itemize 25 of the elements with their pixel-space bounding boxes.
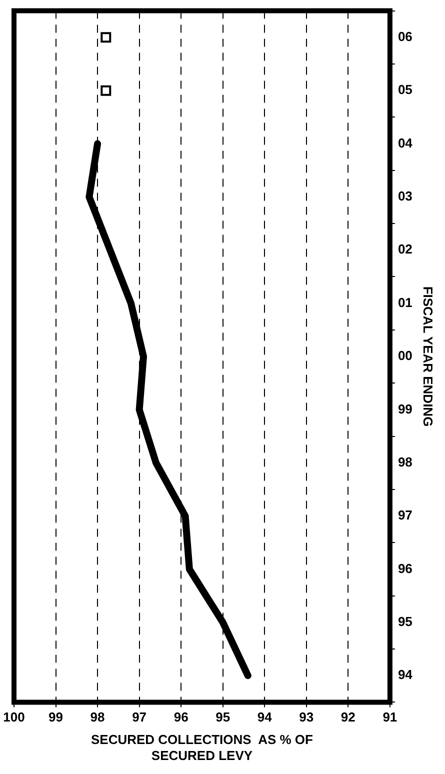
x-tick-label: 99 — [48, 710, 64, 725]
y-tick-label: 02 — [398, 242, 412, 257]
x-tick-label: 98 — [90, 710, 105, 725]
y-tick-label: 06 — [398, 28, 412, 44]
x-tick-label: 100 — [3, 710, 25, 725]
y-tick-label: 95 — [398, 614, 412, 629]
y-tick-label: 01 — [398, 294, 412, 310]
y-axis-title: FISCAL YEAR ENDING — [420, 286, 436, 427]
x-tick-label: 92 — [340, 710, 356, 725]
y-tick-label: 97 — [398, 508, 412, 523]
y-tick-label: 99 — [398, 401, 412, 416]
x-tick-label: 97 — [132, 710, 147, 725]
x-tick-label: 93 — [299, 710, 314, 725]
y-tick-label: 05 — [398, 82, 412, 98]
y-tick-label: 04 — [398, 135, 414, 150]
y-tick-label: 94 — [398, 667, 414, 682]
x-tick-label: 96 — [174, 710, 188, 725]
y-tick-label: 98 — [398, 454, 412, 470]
y-tick-label: 00 — [398, 348, 412, 364]
x-tick-label: 91 — [382, 710, 398, 725]
x-axis-title: SECURED COLLECTIONS AS % OF SECURED LEVY — [90, 732, 314, 763]
x-tick-label: 94 — [257, 710, 273, 725]
y-tick-label: 96 — [398, 560, 412, 576]
x-tick-label: 95 — [216, 710, 230, 725]
y-tick-label: 03 — [398, 188, 412, 204]
